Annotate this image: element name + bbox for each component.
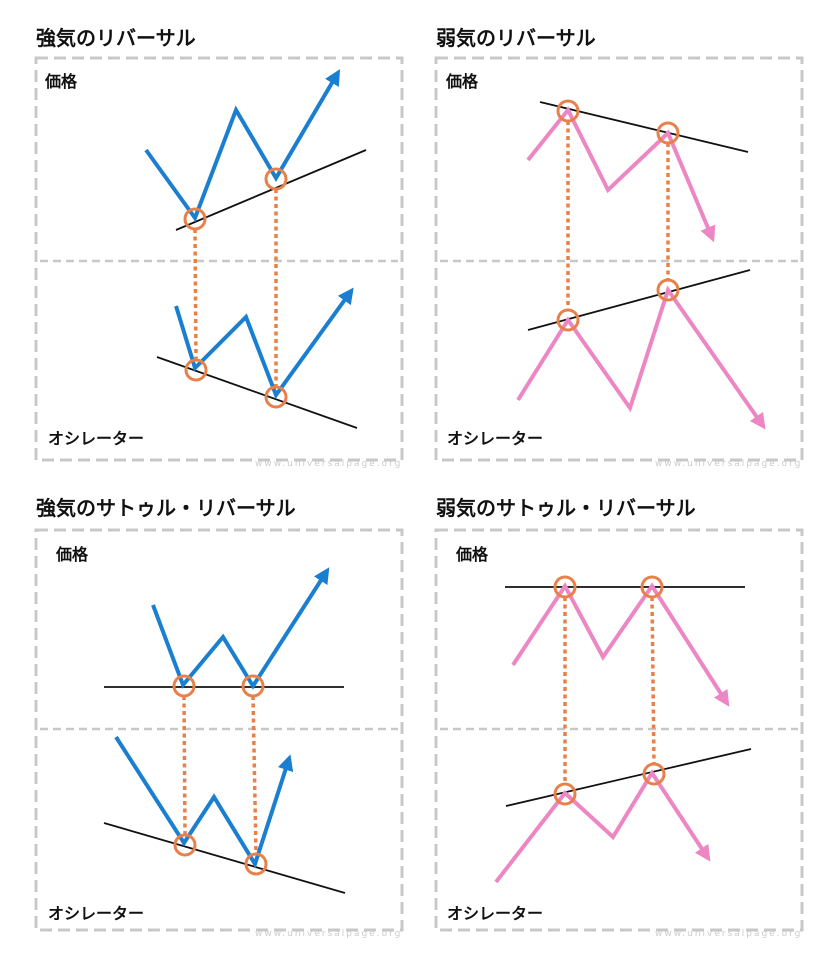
panel-4-watermark: www.universalpage.org xyxy=(655,929,803,939)
panel-1-title: 強気のリバーサル xyxy=(36,26,196,50)
panel-3-price-line xyxy=(151,567,330,690)
panel-1-oscillator-label: オシレーター xyxy=(48,429,145,448)
panel-3-price-label: 価格 xyxy=(56,545,89,564)
panel-4-oscillator-label: オシレーター xyxy=(447,904,544,923)
panel-2-pivot-marker xyxy=(556,99,580,123)
panel-4-divergence-connector xyxy=(650,596,656,765)
panel-1-divergence-connector xyxy=(193,228,198,361)
panel-1-frame xyxy=(34,56,404,462)
panel-1-pivot-marker xyxy=(184,358,208,382)
panel-3-pivot-marker xyxy=(241,674,265,698)
panel-3-pivot-marker xyxy=(172,674,196,698)
panel-1-price-trendline xyxy=(175,149,367,231)
panel-2-frame xyxy=(434,56,804,462)
panel-1-oscillator-line xyxy=(174,287,354,400)
panel-3-divergence-connector xyxy=(251,695,258,855)
panel-4-pivot-marker xyxy=(640,575,664,599)
panel-2-price-label: 価格 xyxy=(446,72,479,91)
panel-4-price-label: 価格 xyxy=(456,545,489,564)
panel-2-title: 弱気のリバーサル xyxy=(436,26,596,50)
panel-1-price-line xyxy=(144,69,341,223)
panel-4-price-line xyxy=(511,582,730,707)
panel-1-pivot-marker xyxy=(183,207,207,231)
panel-3-divergence-connector xyxy=(182,695,187,836)
panel-1-pivot-marker xyxy=(264,167,288,191)
panel-2-pivot-marker xyxy=(656,278,680,302)
panel-4-frame xyxy=(434,528,804,932)
panel-3-pivot-marker xyxy=(173,833,197,857)
panel-2-oscillator-trendline xyxy=(527,269,751,331)
panel-2-pivot-marker xyxy=(656,121,680,145)
panel-1-oscillator-trendline xyxy=(156,356,358,429)
panel-4-pivot-marker xyxy=(642,762,666,786)
panel-2-pivot-marker xyxy=(556,308,580,332)
panel-3-oscillator-label: オシレーター xyxy=(48,904,145,923)
panel-3-watermark: www.universalpage.org xyxy=(255,929,403,939)
panel-4-oscillator-line xyxy=(494,769,711,884)
panel-2-oscillator-line xyxy=(516,285,766,430)
panel-1-watermark: www.universalpage.org xyxy=(255,459,403,469)
panel-4-oscillator-trendline xyxy=(505,748,752,807)
panel-2-price-line xyxy=(526,106,716,243)
panel-4-title: 弱気のサトゥル・リバーサル xyxy=(436,496,696,520)
panel-1-price-label: 価格 xyxy=(45,72,78,91)
panel-1-pivot-marker xyxy=(264,385,288,409)
panel-3-frame xyxy=(34,528,404,932)
panel-4-pivot-marker xyxy=(553,575,577,599)
panel-2-price-trendline xyxy=(539,101,749,153)
panel-3-oscillator-trendline xyxy=(103,822,346,894)
panel-4-pivot-marker xyxy=(553,782,577,806)
panel-3-pivot-marker xyxy=(244,852,268,876)
panel-3-title: 強気のサトゥル・リバーサル xyxy=(36,496,296,520)
panel-2-watermark: www.universalpage.org xyxy=(655,459,803,469)
panel-3-oscillator-line xyxy=(114,735,294,869)
panel-2-oscillator-label: オシレーター xyxy=(447,429,544,448)
